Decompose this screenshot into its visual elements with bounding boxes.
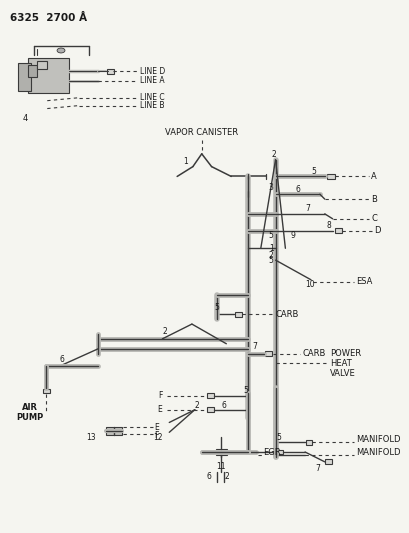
Bar bbox=[37, 61, 47, 69]
Text: 8: 8 bbox=[326, 221, 330, 230]
Bar bbox=[275, 449, 282, 455]
Text: 6: 6 bbox=[294, 185, 299, 194]
Text: AIR: AIR bbox=[21, 403, 38, 412]
Bar bbox=[305, 440, 312, 445]
Bar bbox=[326, 174, 334, 179]
Text: 7: 7 bbox=[251, 342, 256, 351]
Text: 1: 1 bbox=[182, 157, 187, 166]
Text: 6: 6 bbox=[206, 472, 211, 481]
Bar bbox=[43, 389, 49, 393]
Text: 2: 2 bbox=[194, 401, 199, 410]
Text: MANIFOLD: MANIFOLD bbox=[355, 435, 400, 443]
Text: 2: 2 bbox=[224, 472, 229, 481]
Text: 7: 7 bbox=[304, 205, 309, 213]
Bar bbox=[27, 58, 69, 93]
Text: F: F bbox=[154, 431, 159, 440]
Text: 2: 2 bbox=[270, 150, 275, 159]
Text: HEAT: HEAT bbox=[329, 359, 351, 368]
Bar bbox=[234, 312, 241, 317]
Text: 3: 3 bbox=[268, 183, 273, 192]
Text: CARB: CARB bbox=[275, 310, 298, 319]
Text: MANIFOLD: MANIFOLD bbox=[355, 448, 400, 456]
Text: PUMP: PUMP bbox=[16, 413, 43, 422]
Text: 2: 2 bbox=[268, 251, 273, 260]
Text: E: E bbox=[154, 423, 159, 432]
Text: 2: 2 bbox=[162, 327, 167, 336]
Text: E: E bbox=[157, 405, 162, 414]
Bar bbox=[215, 449, 227, 456]
Text: LINE D: LINE D bbox=[139, 67, 164, 76]
Bar bbox=[106, 69, 113, 74]
Bar bbox=[207, 393, 213, 398]
Text: C: C bbox=[370, 214, 376, 223]
Bar bbox=[27, 65, 37, 77]
Text: 6325  2700 Å: 6325 2700 Å bbox=[10, 13, 87, 23]
Text: 6: 6 bbox=[59, 355, 64, 364]
Text: POWER: POWER bbox=[329, 349, 360, 358]
Text: VALVE: VALVE bbox=[329, 369, 355, 378]
Text: LINE C: LINE C bbox=[139, 93, 164, 102]
Text: 12: 12 bbox=[153, 433, 162, 442]
Text: LINE B: LINE B bbox=[139, 101, 164, 110]
Ellipse shape bbox=[57, 48, 65, 53]
Text: D: D bbox=[373, 226, 380, 235]
Text: A: A bbox=[370, 172, 376, 181]
Text: 4: 4 bbox=[22, 114, 28, 123]
Bar bbox=[265, 351, 272, 356]
Text: 6: 6 bbox=[221, 401, 226, 410]
Bar bbox=[18, 63, 31, 91]
Text: VAPOR CANISTER: VAPOR CANISTER bbox=[165, 128, 238, 136]
Text: LINE A: LINE A bbox=[139, 77, 164, 85]
Text: 5: 5 bbox=[268, 256, 273, 264]
Text: 10: 10 bbox=[304, 280, 314, 289]
Text: 9: 9 bbox=[290, 231, 294, 240]
Text: 11: 11 bbox=[216, 462, 225, 471]
Text: 5: 5 bbox=[243, 386, 247, 395]
Text: EGR: EGR bbox=[262, 448, 280, 456]
Text: 5: 5 bbox=[268, 231, 273, 240]
Text: ESA: ESA bbox=[355, 277, 372, 286]
Text: F: F bbox=[157, 391, 162, 400]
Bar bbox=[106, 427, 122, 435]
Bar bbox=[207, 407, 213, 412]
Text: CARB: CARB bbox=[301, 349, 325, 358]
Text: 1: 1 bbox=[268, 244, 273, 253]
Bar bbox=[324, 459, 331, 464]
Text: 13: 13 bbox=[85, 433, 95, 442]
Text: B: B bbox=[370, 195, 376, 204]
Text: 7: 7 bbox=[314, 464, 319, 473]
Text: 5: 5 bbox=[214, 303, 219, 312]
Text: 5: 5 bbox=[276, 433, 281, 442]
Bar bbox=[334, 228, 342, 233]
Text: 5: 5 bbox=[310, 167, 315, 176]
